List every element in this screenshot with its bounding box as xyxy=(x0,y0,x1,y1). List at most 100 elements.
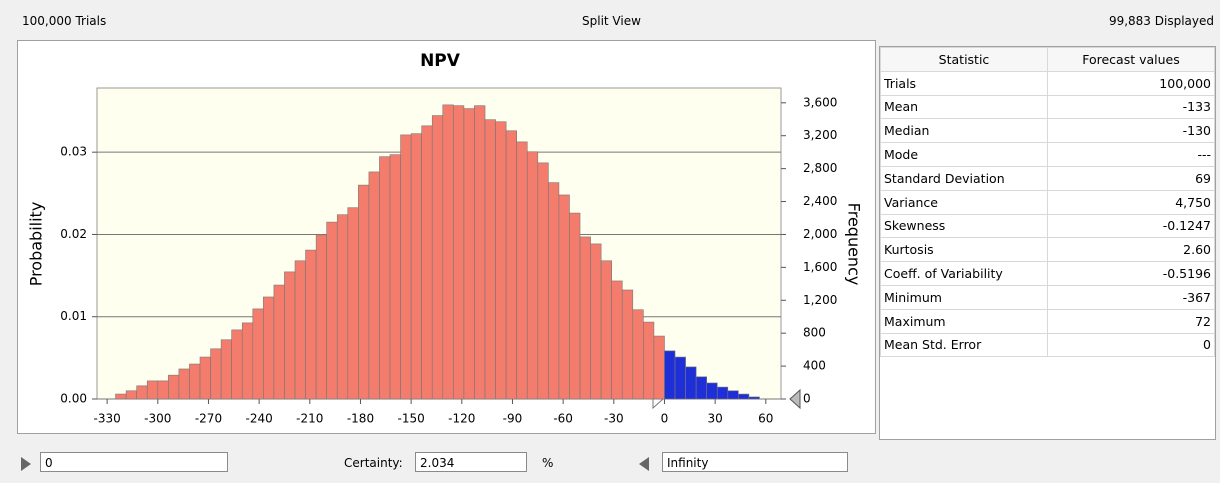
y2-tick-label: 3,600 xyxy=(803,95,837,109)
stat-value: 69 xyxy=(1047,165,1215,191)
certainty-unit: % xyxy=(542,456,554,470)
bar xyxy=(231,329,243,400)
stat-value: 100,000 xyxy=(1047,70,1215,96)
bar xyxy=(484,119,496,400)
bar xyxy=(727,390,739,400)
bar xyxy=(664,350,676,400)
bar xyxy=(125,390,137,400)
stat-value: -367 xyxy=(1047,284,1215,310)
bar xyxy=(716,386,729,400)
trials-label: 100,000 Trials xyxy=(22,14,107,28)
stat-value: --- xyxy=(1047,142,1215,167)
stat-value: 0 xyxy=(1047,332,1215,358)
stat-value: 72 xyxy=(1047,308,1215,334)
y2-tick-label: 2,800 xyxy=(803,161,837,175)
upper-slider[interactable] xyxy=(789,388,801,410)
view-label[interactable]: Split View xyxy=(582,14,641,28)
stat-name: Median xyxy=(880,118,1048,144)
bar xyxy=(273,284,285,400)
bar xyxy=(347,207,359,400)
stat-value: -0.5196 xyxy=(1047,261,1215,286)
stat-name: Mean xyxy=(880,94,1048,120)
bar xyxy=(146,380,159,400)
bar xyxy=(410,133,422,400)
bar xyxy=(358,184,370,400)
y2-axis-label: Frequency xyxy=(845,203,864,286)
x-tick-label: 0 xyxy=(661,412,669,426)
x-tick-label: 60 xyxy=(758,412,773,426)
stat-name: Minimum xyxy=(880,284,1048,310)
bar xyxy=(590,243,602,400)
stat-row: Minimum -367 xyxy=(880,284,1215,310)
lower-arrow[interactable] xyxy=(20,456,32,472)
y2-tick-label: 400 xyxy=(803,359,826,373)
y-tick-label: 0.01 xyxy=(60,309,87,323)
bar xyxy=(505,130,517,400)
bar xyxy=(168,374,180,400)
bar xyxy=(748,396,760,400)
stat-value: -133 xyxy=(1047,94,1215,120)
bar xyxy=(463,108,475,400)
y2-tick-label: 2,400 xyxy=(803,194,837,208)
bar xyxy=(516,141,528,400)
stat-row: Median -130 xyxy=(880,118,1215,144)
stat-name: Variance xyxy=(880,189,1048,215)
bar xyxy=(674,356,686,400)
y2-tick-label: 1,200 xyxy=(803,293,837,307)
x-tick-label: -60 xyxy=(553,412,573,426)
stat-name: Maximum xyxy=(880,308,1048,334)
bar xyxy=(643,321,655,400)
bar xyxy=(685,366,697,400)
bar xyxy=(548,182,560,400)
bar xyxy=(305,249,317,400)
y-tick-label: 0.03 xyxy=(60,145,87,159)
stat-row: Standard Deviation 69 xyxy=(880,165,1215,191)
bar xyxy=(294,260,306,400)
stat-row: Kurtosis 2.60 xyxy=(880,237,1215,263)
x-tick-label: -210 xyxy=(296,412,323,426)
bar xyxy=(136,385,148,400)
x-tick-label: -270 xyxy=(195,412,222,426)
bar xyxy=(621,289,634,400)
stat-row: Variance 4,750 xyxy=(880,189,1215,215)
bar xyxy=(495,121,507,400)
bar xyxy=(115,393,127,400)
bar xyxy=(537,162,549,400)
chart-title: NPV xyxy=(420,51,461,71)
x-tick-label: -30 xyxy=(604,412,624,426)
stat-value: 2.60 xyxy=(1047,237,1215,263)
stat-name: Standard Deviation xyxy=(880,165,1048,191)
stats-panel: Statistic Forecast values Trials 100,000 Mea… xyxy=(879,46,1216,440)
stat-name: Mode xyxy=(880,142,1048,167)
bar xyxy=(442,104,454,400)
upper-input[interactable]: Infinity xyxy=(662,452,848,472)
bar xyxy=(284,271,296,400)
lower-input[interactable]: 0 xyxy=(40,452,228,472)
displayed-label: 99,883 Displayed xyxy=(1108,14,1214,28)
bar xyxy=(241,322,254,400)
bar xyxy=(695,376,707,400)
y2-tick-label: 3,200 xyxy=(803,128,837,142)
x-tick-label: -300 xyxy=(144,412,171,426)
bar xyxy=(632,309,644,400)
stat-name: Skewness xyxy=(880,213,1048,239)
stat-row: Mean Std. Error 0 xyxy=(880,332,1215,358)
bar xyxy=(653,335,665,400)
x-tick-label: -90 xyxy=(503,412,523,426)
stat-row: Mean -133 xyxy=(880,94,1215,120)
upper-arrow[interactable] xyxy=(638,456,650,472)
stat-value: -0.1247 xyxy=(1047,213,1215,239)
bar xyxy=(326,221,338,400)
bar xyxy=(389,154,401,400)
y2-tick-label: 2,000 xyxy=(803,227,837,241)
bar xyxy=(157,380,169,400)
bar xyxy=(421,125,433,400)
header-row: Statistic Forecast values xyxy=(880,47,1215,72)
bar xyxy=(379,156,391,400)
bar xyxy=(336,214,349,400)
bar xyxy=(400,134,412,400)
bar xyxy=(189,363,201,400)
certainty-input[interactable]: 2.034 xyxy=(415,452,527,472)
